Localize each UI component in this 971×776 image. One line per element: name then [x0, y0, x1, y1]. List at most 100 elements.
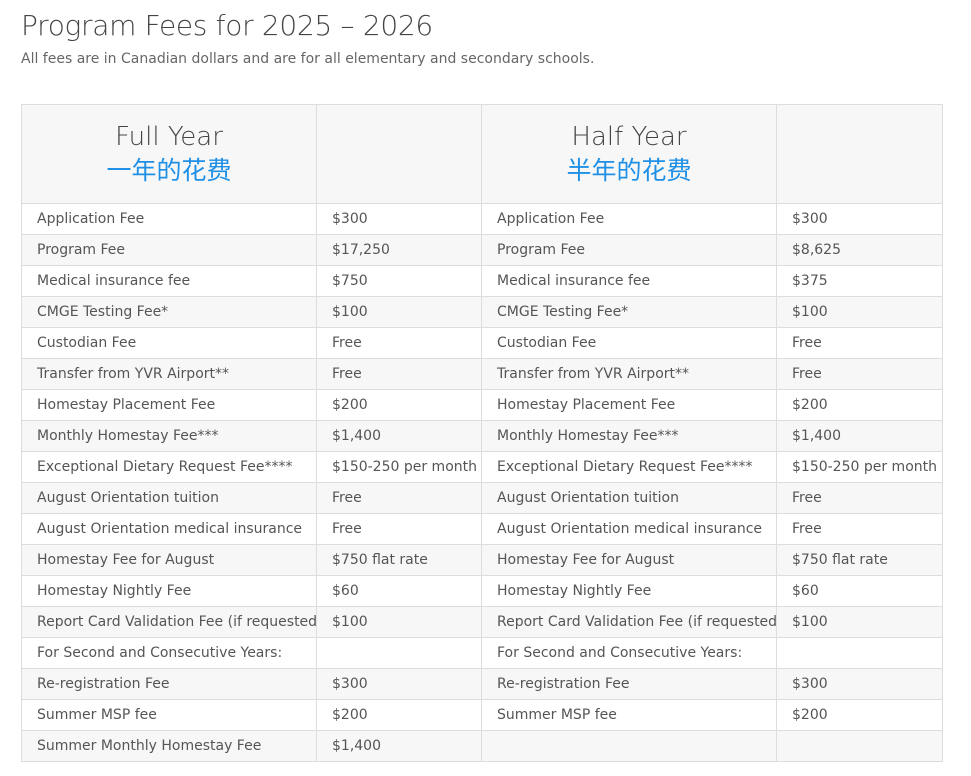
half-year-fee-amount: $8,625 — [776, 234, 943, 266]
half-year-fee-amount: $60 — [776, 575, 943, 607]
fees-table: Full Year 一年的花费 Half Year 半年的花费 Applicat… — [21, 104, 943, 762]
full-year-fee-amount: $750 flat rate — [316, 544, 482, 576]
full-year-fee-name: Monthly Homestay Fee*** — [21, 420, 317, 452]
half-year-fee-amount: $100 — [776, 296, 943, 328]
full-year-title-chinese: 一年的花费 — [106, 156, 232, 185]
full-year-fee-amount: Free — [316, 327, 482, 359]
half-year-fee-name: Re-registration Fee — [481, 668, 777, 700]
full-year-fee-amount: Free — [316, 358, 482, 390]
table-row: Report Card Validation Fee (if requested… — [21, 606, 943, 638]
full-year-fee-name: Homestay Fee for August — [21, 544, 317, 576]
half-year-fee-name: Application Fee — [481, 203, 777, 235]
full-year-fee-amount: $100 — [316, 296, 482, 328]
half-year-title: Half Year — [571, 122, 687, 152]
half-year-fee-name: August Orientation tuition — [481, 482, 777, 514]
half-year-fee-amount: $200 — [776, 389, 943, 421]
full-year-fee-amount: $17,250 — [316, 234, 482, 266]
half-year-fee-name: Medical insurance fee — [481, 265, 777, 297]
fees-table-body: Application Fee $300 Application Fee $300 Pr… — [21, 203, 943, 762]
table-row: Homestay Nightly Fee $60 Homestay Nightly … — [21, 575, 943, 607]
table-row: Custodian Fee Free Custodian Fee Free — [21, 327, 943, 359]
full-year-amount-header — [316, 104, 482, 204]
full-year-fee-name: Program Fee — [21, 234, 317, 266]
table-row: Summer MSP fee $200 Summer MSP fee $200 — [21, 699, 943, 731]
full-year-fee-amount: Free — [316, 513, 482, 545]
table-row: For Second and Consecutive Years: For Sec… — [21, 637, 943, 669]
full-year-title: Full Year — [115, 122, 223, 152]
page-subtitle: All fees are in Canadian dollars and are… — [21, 51, 595, 67]
full-year-fee-name: CMGE Testing Fee* — [21, 296, 317, 328]
half-year-title-chinese: 半年的花费 — [566, 156, 692, 185]
table-row: CMGE Testing Fee* $100 CMGE Testing Fee* $1… — [21, 296, 943, 328]
full-year-fee-name: Summer Monthly Homestay Fee — [21, 730, 317, 762]
half-year-fee-amount: $150-250 per month — [776, 451, 943, 483]
half-year-fee-name: August Orientation medical insurance — [481, 513, 777, 545]
table-row: August Orientation medical insurance Free… — [21, 513, 943, 545]
half-year-fee-name: CMGE Testing Fee* — [481, 296, 777, 328]
full-year-fee-name: Summer MSP fee — [21, 699, 317, 731]
full-year-fee-name: Homestay Placement Fee — [21, 389, 317, 421]
half-year-fee-name: Exceptional Dietary Request Fee**** — [481, 451, 777, 483]
full-year-fee-name: For Second and Consecutive Years: — [21, 637, 317, 669]
half-year-fee-amount: $200 — [776, 699, 943, 731]
full-year-fee-amount: $200 — [316, 389, 482, 421]
table-row: Application Fee $300 Application Fee $300 — [21, 203, 943, 235]
half-year-fee-name: Homestay Nightly Fee — [481, 575, 777, 607]
half-year-fee-name: Report Card Validation Fee (if requested… — [481, 606, 777, 638]
full-year-fee-name: Homestay Nightly Fee — [21, 575, 317, 607]
full-year-fee-amount: $300 — [316, 668, 482, 700]
table-row: Summer Monthly Homestay Fee $1,400 — [21, 730, 943, 762]
full-year-fee-name: Report Card Validation Fee (if requested… — [21, 606, 317, 638]
fees-table-header: Full Year 一年的花费 Half Year 半年的花费 — [21, 104, 943, 204]
half-year-fee-amount: $300 — [776, 203, 943, 235]
half-year-fee-name: For Second and Consecutive Years: — [481, 637, 777, 669]
half-year-fee-amount: Free — [776, 358, 943, 390]
table-row: Homestay Placement Fee $200 Homestay Place… — [21, 389, 943, 421]
half-year-fee-name: Summer MSP fee — [481, 699, 777, 731]
full-year-fee-amount: $1,400 — [316, 730, 482, 762]
full-year-fee-amount: $300 — [316, 203, 482, 235]
full-year-fee-amount: $200 — [316, 699, 482, 731]
full-year-fee-name: Re-registration Fee — [21, 668, 317, 700]
full-year-fee-name: Medical insurance fee — [21, 265, 317, 297]
full-year-fee-amount — [316, 637, 482, 669]
full-year-fee-name: August Orientation tuition — [21, 482, 317, 514]
half-year-fee-name: Program Fee — [481, 234, 777, 266]
half-year-fee-name: Custodian Fee — [481, 327, 777, 359]
half-year-fee-amount: $300 — [776, 668, 943, 700]
half-year-fee-amount: $100 — [776, 606, 943, 638]
half-year-amount-header — [776, 104, 943, 204]
half-year-fee-amount — [776, 637, 943, 669]
half-year-fee-name: Monthly Homestay Fee*** — [481, 420, 777, 452]
half-year-fee-amount: Free — [776, 513, 943, 545]
table-row: Exceptional Dietary Request Fee**** $150-… — [21, 451, 943, 483]
page-title: Program Fees for 2025 – 2026 — [21, 9, 433, 42]
table-row: Monthly Homestay Fee*** $1,400 Monthly Hom… — [21, 420, 943, 452]
full-year-header: Full Year 一年的花费 — [21, 104, 317, 204]
half-year-header: Half Year 半年的花费 — [481, 104, 777, 204]
half-year-fee-amount: Free — [776, 482, 943, 514]
table-row: August Orientation tuition Free August Ori… — [21, 482, 943, 514]
full-year-fee-amount: $100 — [316, 606, 482, 638]
full-year-fee-amount: $1,400 — [316, 420, 482, 452]
full-year-fee-amount: $750 — [316, 265, 482, 297]
full-year-fee-amount: $60 — [316, 575, 482, 607]
full-year-fee-name: Custodian Fee — [21, 327, 317, 359]
table-row: Transfer from YVR Airport** Free Transfer … — [21, 358, 943, 390]
full-year-fee-amount: $150-250 per month — [316, 451, 482, 483]
half-year-fee-name: Homestay Fee for August — [481, 544, 777, 576]
half-year-fee-amount: $750 flat rate — [776, 544, 943, 576]
half-year-fee-name — [481, 730, 777, 762]
half-year-fee-name: Transfer from YVR Airport** — [481, 358, 777, 390]
full-year-fee-name: August Orientation medical insurance — [21, 513, 317, 545]
half-year-fee-amount — [776, 730, 943, 762]
table-row: Re-registration Fee $300 Re-registration F… — [21, 668, 943, 700]
table-row: Homestay Fee for August $750 flat rate Hom… — [21, 544, 943, 576]
full-year-fee-name: Transfer from YVR Airport** — [21, 358, 317, 390]
half-year-fee-name: Homestay Placement Fee — [481, 389, 777, 421]
table-row: Medical insurance fee $750 Medical insuran… — [21, 265, 943, 297]
table-row: Program Fee $17,250 Program Fee $8,625 — [21, 234, 943, 266]
full-year-fee-amount: Free — [316, 482, 482, 514]
half-year-fee-amount: Free — [776, 327, 943, 359]
